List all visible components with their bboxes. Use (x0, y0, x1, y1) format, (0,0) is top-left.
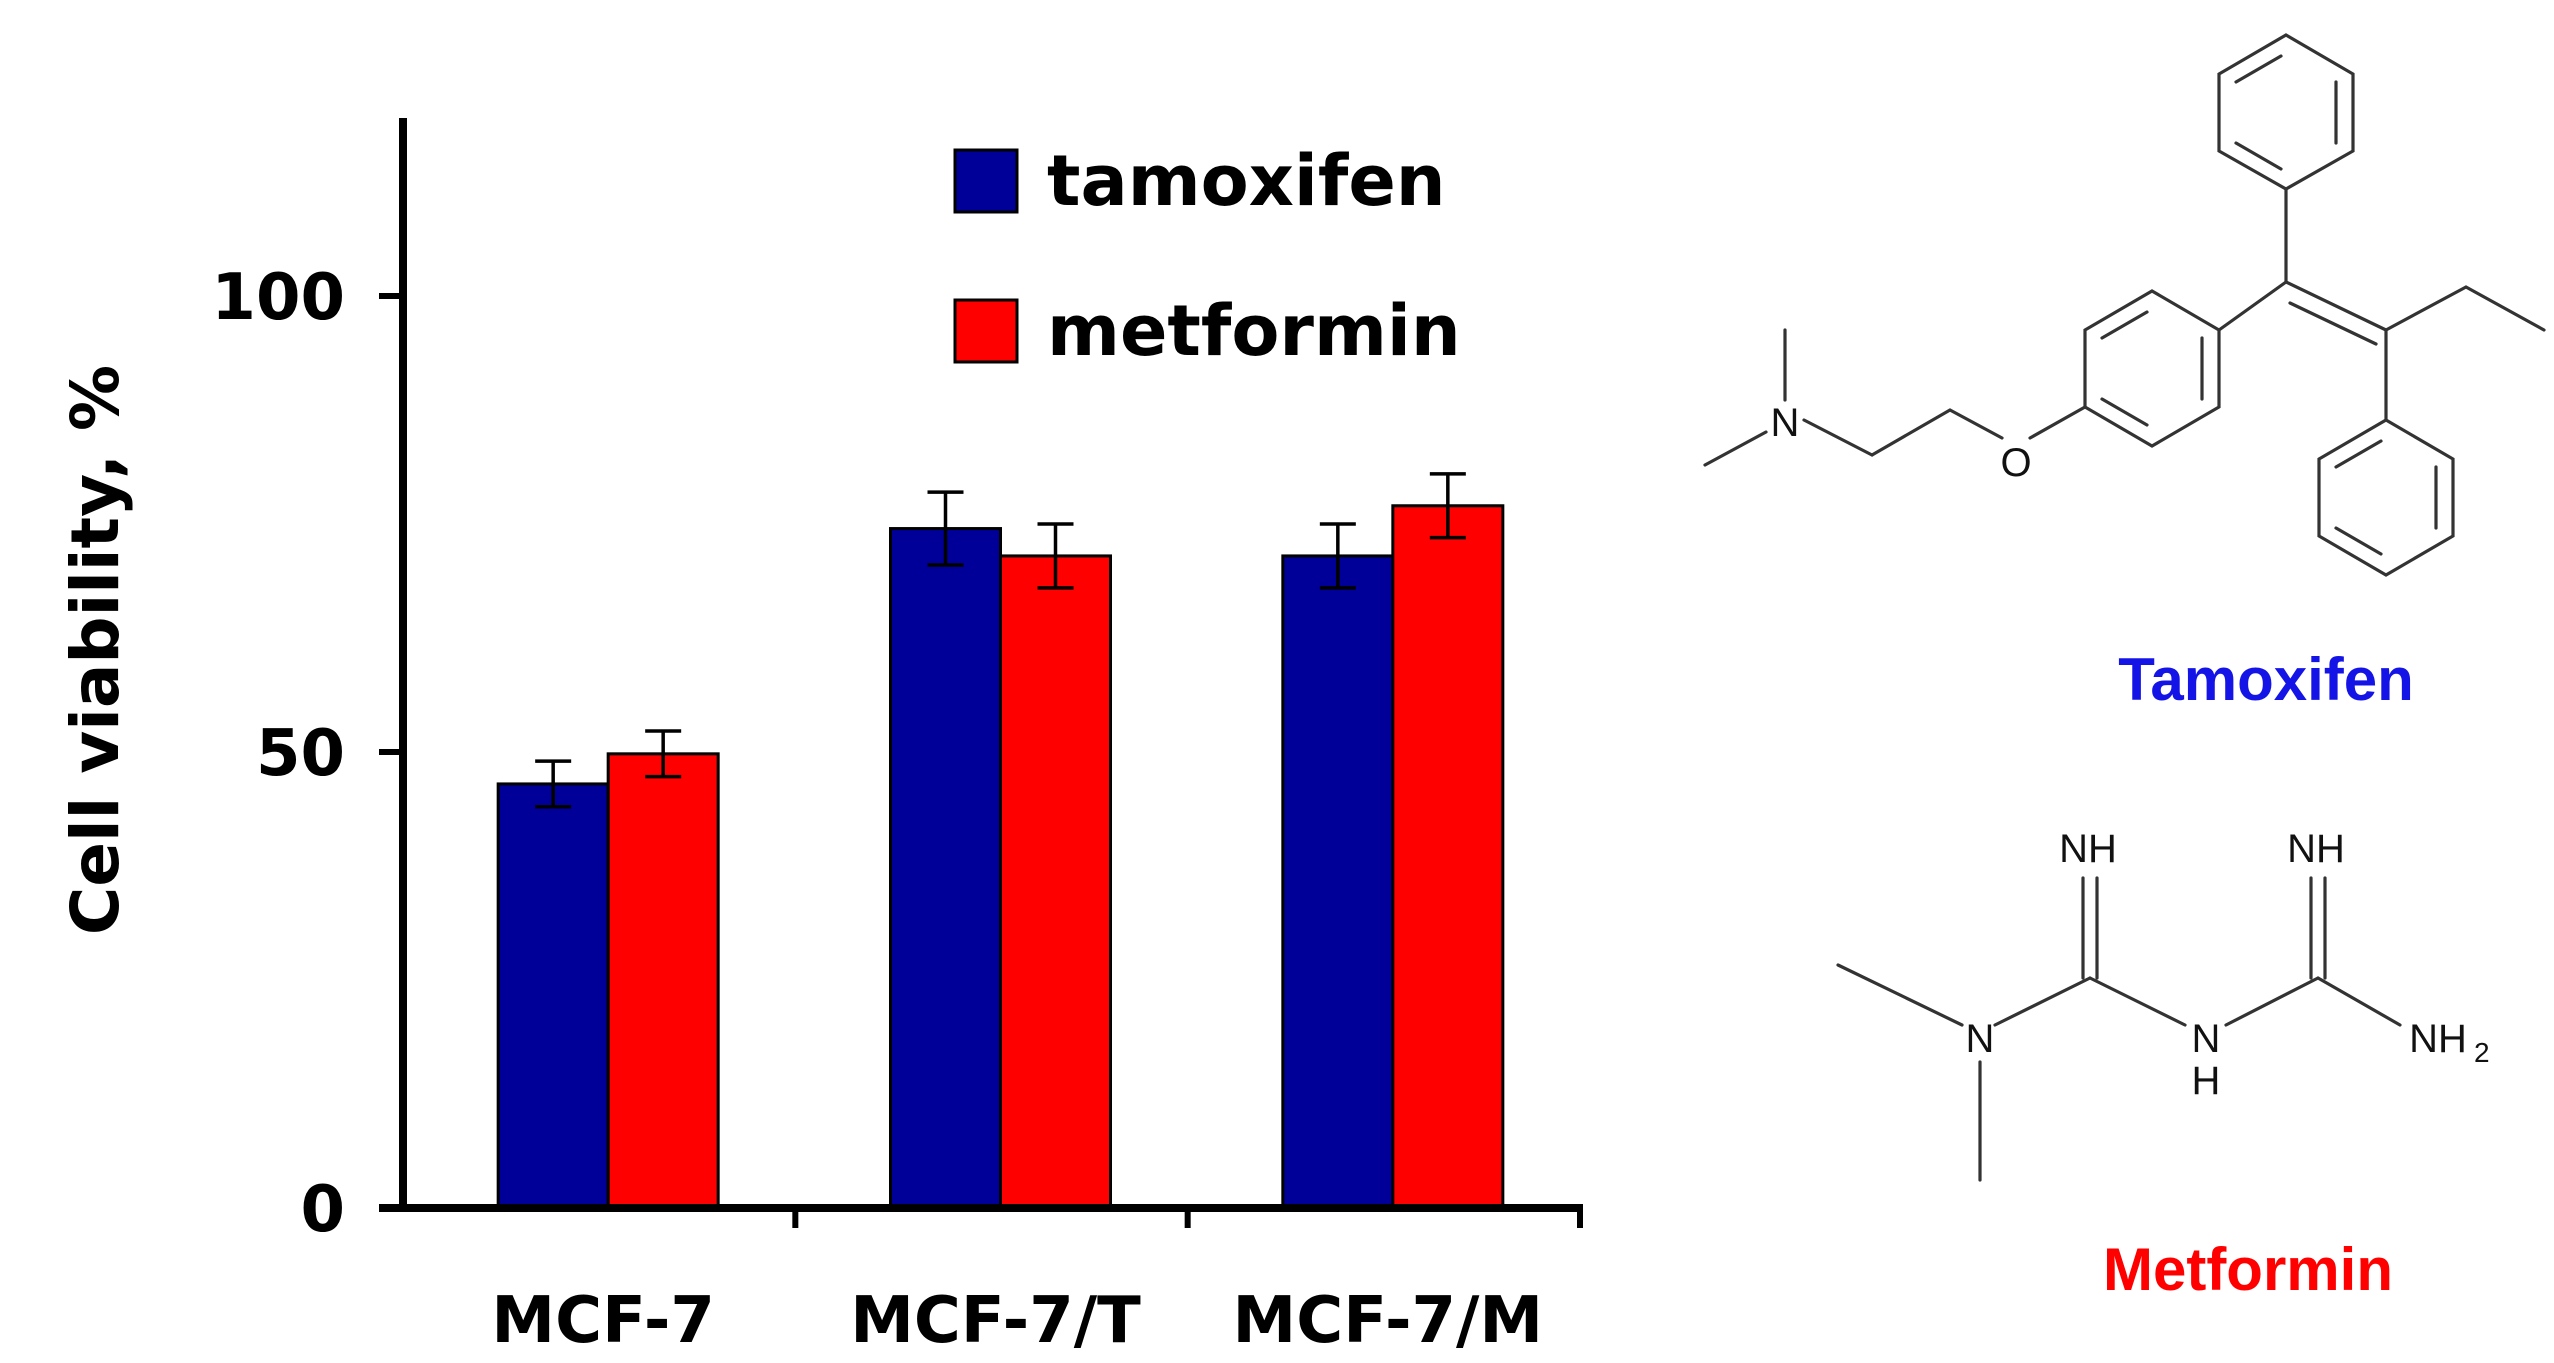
single-bond (2224, 976, 2320, 1027)
metformin-structure: NH NH N N H NH 2 Metformin (1836, 827, 2490, 1303)
legend-label-tamoxifen: tamoxifen (1047, 140, 1446, 222)
single-bond (2316, 976, 2402, 1027)
axes-layer (379, 118, 1583, 1228)
oxygen-atom: O (2000, 441, 2031, 485)
bar-metformin-mcf-7-m (1391, 504, 1505, 1210)
bar-tamoxifen-mcf-7-m (1281, 554, 1395, 1210)
single-bond (2464, 285, 2546, 332)
legend-swatch-tamoxifen (953, 148, 1019, 214)
y-tick-label: 100 (211, 261, 345, 335)
metformin-label: Metformin (2103, 1236, 2393, 1303)
legend-swatch-metformin (953, 298, 1019, 364)
methyl-bond (1836, 963, 1964, 1027)
tamoxifen-para-ring (2083, 289, 2221, 448)
aromatic-bond (2334, 439, 2383, 469)
legend: tamoxifen metformin (953, 140, 1461, 372)
x-tick-label: MCF-7/T (850, 1284, 1141, 1358)
y-tick-label: 50 (256, 717, 345, 791)
bar-tamoxifen-mcf-7-t (889, 527, 1002, 1210)
methyl-bond (1703, 430, 1768, 467)
double-bond (2284, 280, 2388, 332)
single-bond (1802, 418, 1874, 457)
double-bond-inner (2288, 301, 2378, 346)
aromatic-bond (2100, 397, 2149, 427)
imine-nh-right: NH (2287, 827, 2345, 871)
tamoxifen-top-phenyl-ring (2217, 33, 2355, 191)
bars-layer (496, 504, 1505, 1210)
imine-nh-left: NH (2059, 827, 2117, 871)
bar-metformin-mcf-7 (606, 752, 720, 1210)
amine-nh2: NH (2409, 1017, 2467, 1061)
bar-chart: MCF-7 MCF-7/T MCF-7/M 0 50 100 Cell viability… (57, 118, 1583, 1358)
nitrogen-atom: N (1771, 401, 1800, 445)
bridge-nitrogen: N (2192, 1017, 2221, 1061)
tick-labels-layer: MCF-7 MCF-7/T MCF-7/M 0 50 100 (211, 261, 1543, 1358)
tamoxifen-label: Tamoxifen (2118, 646, 2414, 713)
single-bond (1993, 976, 2092, 1027)
y-axis-label: Cell viability, % (57, 365, 134, 935)
single-bond (2217, 280, 2288, 332)
single-bond (2028, 405, 2087, 440)
single-bond (2384, 285, 2468, 332)
x-tick-label: MCF-7 (491, 1284, 715, 1358)
x-tick-label: MCF-7/M (1233, 1284, 1544, 1358)
single-bond (1870, 408, 1952, 457)
aromatic-bond (2100, 310, 2149, 340)
amine-subscript: 2 (2474, 1037, 2490, 1068)
single-bond (1948, 408, 2004, 440)
single-bond (2088, 976, 2187, 1027)
error-bars-layer (535, 472, 1466, 809)
tamoxifen-structure: O N Tamoxifen (1703, 33, 2546, 713)
tamoxifen-bottom-phenyl-ring (2317, 418, 2455, 577)
aromatic-bond (2234, 141, 2283, 171)
bar-metformin-mcf-7-t (999, 554, 1112, 1210)
aromatic-bond (2334, 526, 2383, 556)
dimethyl-nitrogen: N (1966, 1017, 1995, 1061)
y-tick-label: 0 (300, 1173, 345, 1247)
legend-label-metformin: metformin (1047, 290, 1461, 372)
bridge-hydrogen: H (2192, 1059, 2221, 1103)
aromatic-bond (2234, 54, 2283, 84)
bar-tamoxifen-mcf-7 (496, 782, 610, 1210)
